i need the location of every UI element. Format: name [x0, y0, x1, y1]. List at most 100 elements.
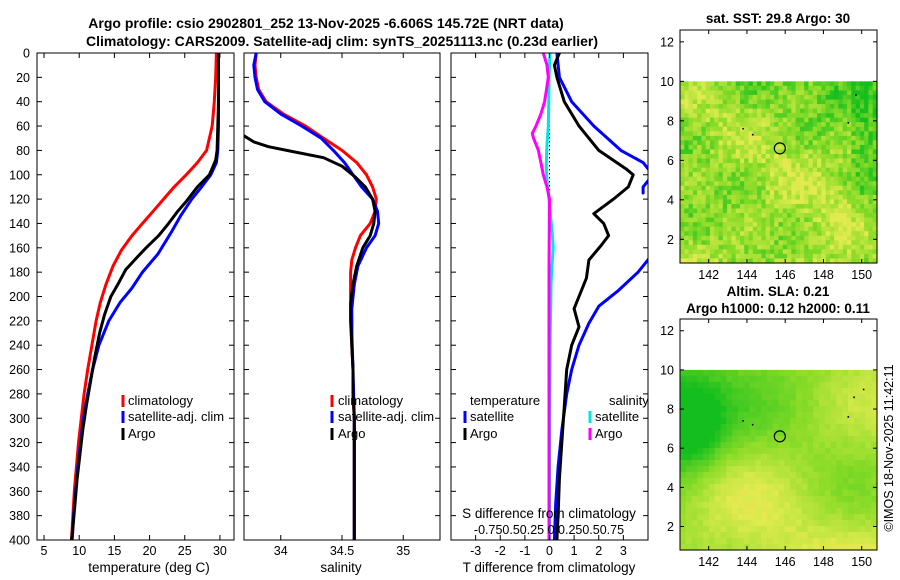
heatmap-cell: [819, 405, 826, 413]
heatmap-cell: [714, 244, 720, 250]
heatmap-cell: [807, 507, 814, 515]
heatmap-cell: [778, 240, 784, 246]
heatmap-cell: [847, 231, 852, 237]
heatmap-cell: [732, 477, 739, 485]
heatmap-cell: [855, 253, 861, 260]
heatmap-cell: [684, 217, 690, 223]
heatmap-cell: [834, 244, 840, 250]
heatmap-cell: [868, 158, 874, 164]
heatmap-cell: [847, 194, 852, 201]
heatmap-cell: [834, 249, 840, 255]
heatmap-cell: [784, 525, 791, 533]
heatmap-cell: [769, 231, 775, 237]
heatmap-cell: [701, 85, 707, 92]
heatmap-cell: [727, 249, 732, 255]
heatmap-cell: [705, 240, 711, 246]
heatmap-cell: [718, 249, 724, 255]
heatmap-cell: [778, 131, 784, 137]
heatmap-cell: [847, 131, 852, 137]
heatmap-cell: [685, 459, 693, 467]
heatmap-cell: [836, 423, 843, 431]
heatmap-cell: [872, 154, 878, 160]
heatmap-cell: [692, 167, 698, 173]
heatmap-cell: [769, 240, 775, 246]
heatmap-cell: [708, 447, 716, 455]
heatmap-cell: [821, 158, 827, 164]
heatmap-cell: [864, 249, 870, 255]
heatmap-cell: [772, 459, 780, 467]
depth-tick-label: 260: [9, 363, 30, 377]
heatmap-cell: [765, 126, 771, 132]
heatmap-cell: [708, 435, 716, 443]
heatmap-cell: [824, 471, 832, 479]
heatmap-cell: [859, 181, 865, 187]
heatmap-cell: [791, 222, 797, 228]
heatmap-cell: [727, 94, 732, 101]
heatmap-cell: [737, 471, 745, 479]
heatmap-cell: [795, 417, 803, 425]
heatmap-cell: [784, 459, 791, 467]
heatmap-cell: [842, 140, 848, 146]
heatmap-cell: [812, 131, 818, 137]
heatmap-cell: [871, 435, 878, 443]
heatmap-cell: [791, 199, 797, 205]
heatmap-cell: [697, 399, 704, 407]
heatmap-cell: [795, 194, 801, 201]
heatmap-cell: [808, 108, 814, 114]
heatmap-cell: [769, 131, 775, 137]
heatmap-cell: [714, 199, 720, 205]
heatmap-cell: [829, 90, 835, 96]
heatmap-cell: [872, 208, 878, 214]
heatmap-cell: [838, 158, 844, 164]
heatmap-cell: [739, 154, 745, 160]
heatmap-cell: [855, 167, 861, 173]
heatmap-cell: [872, 140, 878, 146]
heatmap-cell: [830, 453, 838, 461]
heatmap-cell: [680, 519, 687, 527]
heatmap-cell: [732, 537, 739, 545]
heatmap-cell: [871, 513, 878, 521]
heatmap-cell: [778, 217, 784, 223]
heatmap-cell: [761, 208, 767, 214]
heatmap-cell: [829, 217, 835, 223]
heatmap-cell: [701, 172, 707, 178]
heatmap-cell: [817, 235, 822, 241]
heatmap-cell: [804, 126, 810, 132]
heatmap-cell: [842, 131, 848, 137]
heatmap-cell: [855, 176, 861, 182]
heatmap-cell: [739, 81, 745, 87]
heatmap-cell: [703, 495, 710, 503]
heatmap-cell: [739, 85, 745, 92]
heatmap-cell: [864, 135, 870, 141]
heatmap-cell: [765, 154, 771, 160]
heatmap-cell: [772, 507, 780, 515]
heatmap-cell: [778, 158, 784, 164]
heatmap-cell: [743, 453, 751, 461]
heatmap-cell: [795, 154, 801, 160]
heatmap-cell: [692, 144, 698, 151]
heatmap-cell: [748, 226, 754, 232]
heatmap-cell: [680, 258, 685, 264]
heatmap-cell: [855, 203, 861, 210]
heatmap-cell: [691, 411, 698, 419]
heatmap-cell: [795, 501, 803, 509]
heatmap-cell: [743, 531, 751, 539]
heatmap-cell: [791, 163, 797, 169]
heatmap-cell: [749, 369, 756, 377]
heatmap-cell: [812, 240, 818, 246]
heatmap-cell: [737, 501, 745, 509]
heatmap-cell: [722, 194, 728, 201]
heatmap-cell: [749, 525, 756, 533]
heatmap-cell: [791, 172, 797, 178]
heatmap-cell: [871, 381, 878, 389]
heatmap-cell: [731, 194, 737, 201]
heatmap-cell: [847, 81, 852, 87]
heatmap-cell: [774, 240, 780, 246]
heatmap-cell: [726, 381, 733, 389]
heatmap-cell: [855, 226, 861, 232]
heatmap-cell: [714, 131, 720, 137]
heatmap-cell: [842, 240, 848, 246]
heatmap-cell: [782, 108, 788, 114]
heatmap-cell: [680, 244, 685, 250]
heatmap-cell: [784, 375, 791, 383]
